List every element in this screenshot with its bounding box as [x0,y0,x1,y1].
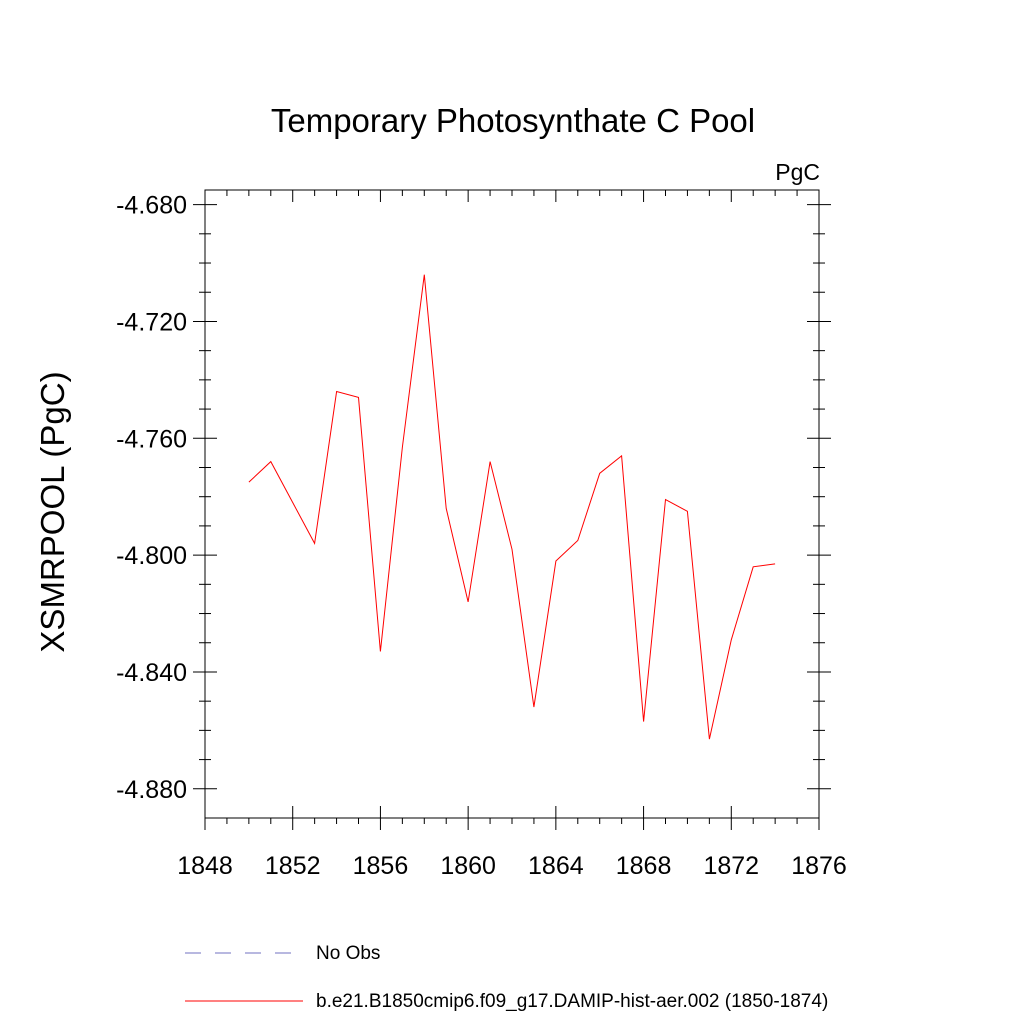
y-tick-label: -4.680 [116,192,187,220]
y-tick-label: -4.720 [116,308,187,336]
x-tick-label: 1864 [528,852,584,880]
series-line-0 [248,274,776,740]
x-tick-label: 1872 [703,852,759,880]
legend-label-series: b.e21.B1850cmip6.f09_g17.DAMIP-hist-aer.… [316,991,828,1012]
chart-title: Temporary Photosynthate C Pool [271,102,755,139]
plot-frame [204,189,820,819]
x-tick-label: 1848 [177,852,233,880]
x-tick-label: 1856 [353,852,409,880]
y-tick-label: -4.760 [116,425,187,453]
y-tick-labels: -4.680 -4.720 -4.760 -4.800 -4.840 -4.880 [116,192,187,804]
x-tick-label: 1868 [616,852,672,880]
y-axis-label: XSMRPOOL (PgC) [34,371,71,652]
y-tick-label: -4.840 [116,659,187,687]
units-label: PgC [775,159,820,185]
y-tick-label: -4.800 [116,542,187,570]
x-tick-labels: 1848 1852 1856 1860 1864 1868 1872 1876 [177,852,847,880]
series-layer [248,274,776,740]
major-ticks [193,190,831,830]
legend-label-no-obs: No Obs [316,943,380,964]
x-tick-label: 1860 [440,852,496,880]
minor-ticks [199,190,825,824]
x-tick-label: 1852 [265,852,321,880]
y-tick-label: -4.880 [116,776,187,804]
legend: No Obs b.e21.B1850cmip6.f09_g17.DAMIP-hi… [185,943,828,1012]
x-tick-label: 1876 [791,852,847,880]
